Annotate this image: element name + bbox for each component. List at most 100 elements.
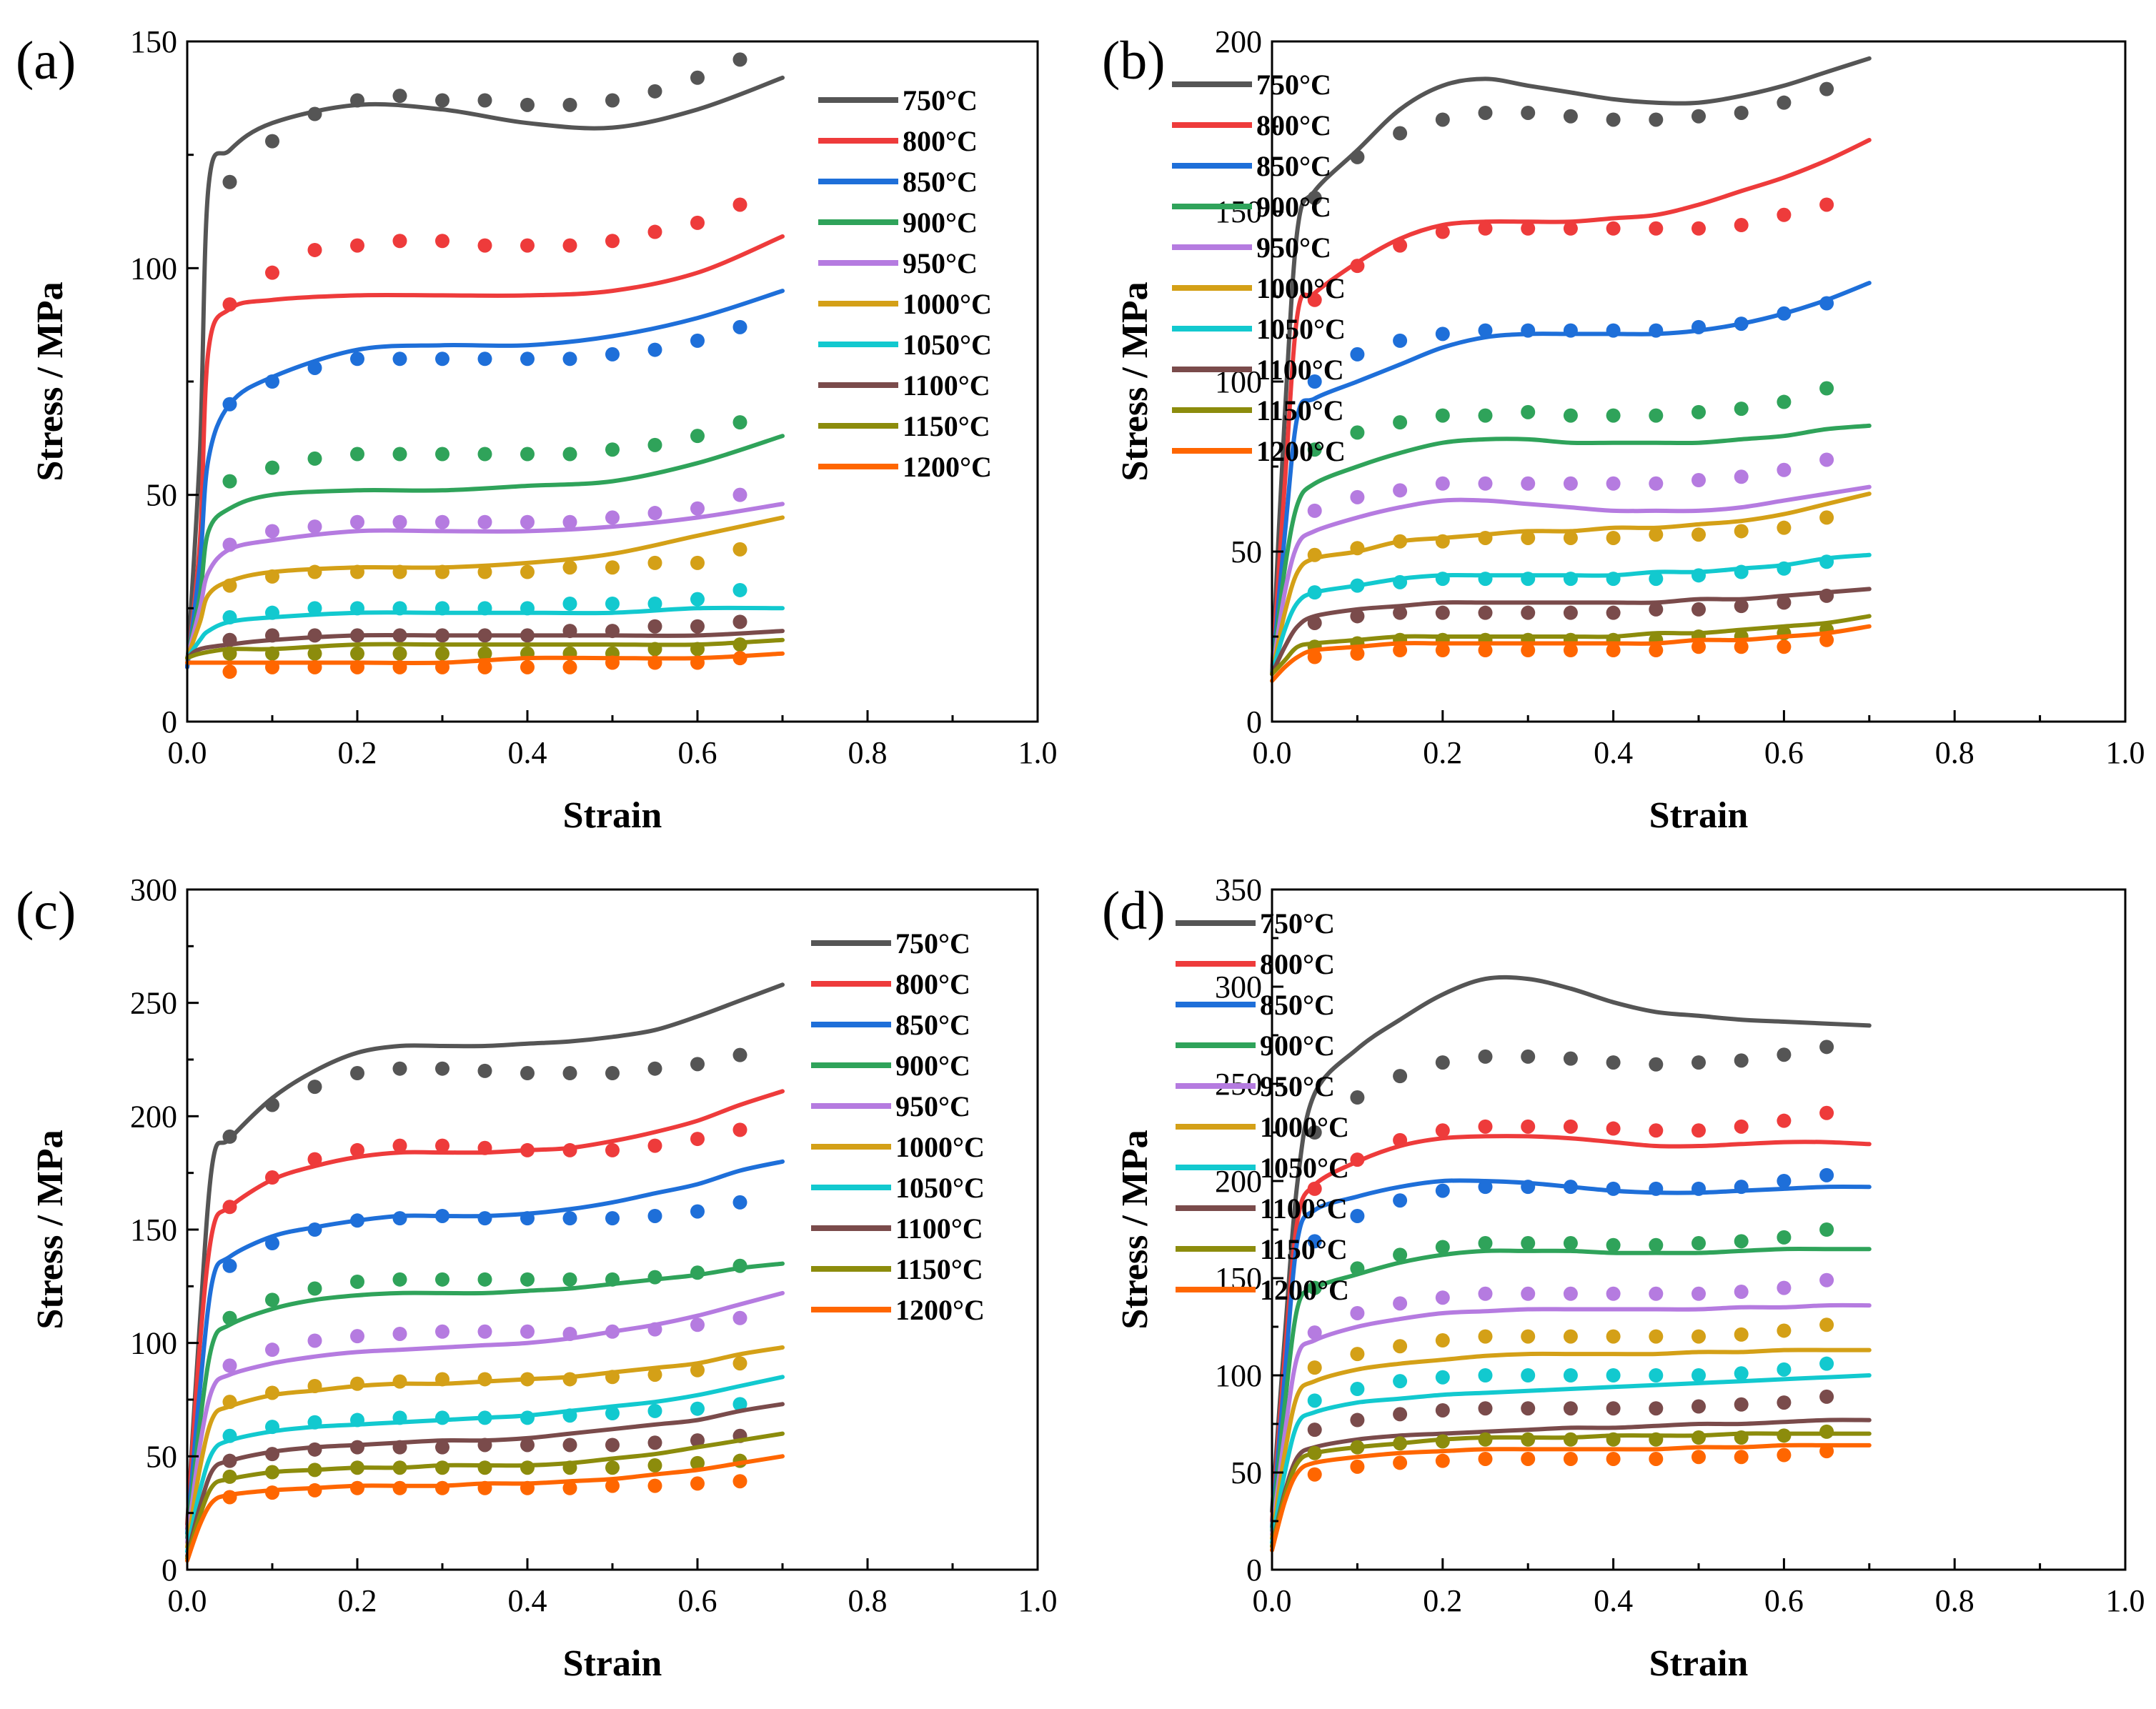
x-axis-title: Strain xyxy=(1649,1643,1749,1684)
data-point xyxy=(1606,323,1621,338)
data-point xyxy=(1606,605,1621,620)
y-tick-label: 100 xyxy=(130,1326,177,1361)
data-point xyxy=(1563,1119,1578,1134)
data-point xyxy=(1307,442,1322,457)
chart-panel-1: (b)0.0 0.2 0.4 0.6 0.8 1.0050100150200StrainS… xyxy=(1102,24,2145,836)
data-point xyxy=(392,234,407,249)
data-point xyxy=(477,1460,492,1475)
y-tick-label: 300 xyxy=(1215,970,1262,1005)
data-point xyxy=(1435,112,1450,127)
data-point xyxy=(1393,1407,1408,1422)
data-point xyxy=(647,1270,662,1285)
x-tick-label: 0.8 xyxy=(1935,1583,1974,1618)
data-point xyxy=(392,1374,407,1389)
data-point xyxy=(1649,1451,1664,1466)
data-point xyxy=(435,564,449,579)
data-point xyxy=(1521,572,1536,587)
data-point xyxy=(350,646,364,661)
data-point xyxy=(1307,1393,1322,1408)
data-point xyxy=(1734,524,1749,539)
legend-label: 900°C xyxy=(895,1050,970,1082)
data-point xyxy=(520,1372,535,1387)
data-point xyxy=(1350,1261,1365,1276)
data-point xyxy=(477,601,492,616)
data-point xyxy=(1649,1237,1664,1252)
data-point xyxy=(1393,574,1408,589)
data-point xyxy=(520,659,535,674)
legend-label: 1100°C xyxy=(903,369,990,402)
data-point xyxy=(265,374,279,389)
data-point xyxy=(690,429,705,444)
data-point xyxy=(520,1211,535,1226)
data-point xyxy=(1350,1208,1365,1223)
data-point xyxy=(1649,1329,1664,1344)
data-point xyxy=(307,106,322,121)
x-tick-label: 1.0 xyxy=(2106,1583,2145,1618)
data-point xyxy=(1819,452,1834,467)
data-point xyxy=(562,1326,577,1341)
data-point xyxy=(1435,408,1450,423)
legend-label: 1200°C xyxy=(903,451,992,483)
data-point xyxy=(1307,190,1322,205)
x-tick-label: 0.8 xyxy=(848,735,888,770)
data-point xyxy=(1777,306,1792,321)
panel-label: (d) xyxy=(1102,881,1166,941)
data-point xyxy=(1649,602,1664,617)
data-point xyxy=(1649,1401,1664,1416)
data-point xyxy=(562,1408,577,1423)
legend-label: 800°C xyxy=(1256,109,1331,141)
data-point xyxy=(265,569,279,584)
legend-label: 950°C xyxy=(1256,231,1331,264)
data-point xyxy=(392,1410,407,1425)
data-point xyxy=(732,1195,747,1210)
data-point xyxy=(1435,1055,1450,1070)
data-point xyxy=(1691,221,1706,236)
data-point xyxy=(605,1460,620,1475)
data-point xyxy=(477,1211,492,1226)
data-point xyxy=(1606,1237,1621,1252)
data-point xyxy=(1521,1286,1536,1301)
data-point xyxy=(265,1385,279,1400)
data-point xyxy=(1350,1090,1365,1105)
data-point xyxy=(477,1480,492,1495)
data-point xyxy=(222,297,237,312)
data-point xyxy=(647,1367,662,1382)
data-point xyxy=(435,514,449,529)
data-point xyxy=(647,342,662,357)
data-point xyxy=(392,659,407,674)
data-point xyxy=(350,628,364,643)
data-point xyxy=(392,514,407,529)
data-point xyxy=(1307,1467,1322,1482)
data-point xyxy=(1691,109,1706,124)
x-tick-label: 0.6 xyxy=(1764,1583,1804,1618)
data-point xyxy=(562,97,577,112)
data-point xyxy=(605,234,620,249)
data-point xyxy=(647,506,662,521)
data-point xyxy=(690,619,705,634)
legend-label: 1100°C xyxy=(1256,354,1344,386)
data-point xyxy=(605,347,620,362)
x-tick-label: 0.0 xyxy=(168,1583,207,1618)
data-point xyxy=(1307,1422,1322,1438)
data-point xyxy=(477,514,492,529)
data-point xyxy=(222,397,237,412)
legend-label: 1150°C xyxy=(1256,394,1344,427)
data-point xyxy=(562,1372,577,1387)
data-point xyxy=(1777,561,1792,576)
data-point xyxy=(1606,1055,1621,1070)
data-point xyxy=(477,238,492,253)
data-point xyxy=(477,93,492,108)
data-point xyxy=(690,1132,705,1147)
data-point xyxy=(1563,323,1578,338)
data-point xyxy=(1691,1286,1706,1301)
series-line xyxy=(185,1290,785,1545)
data-point xyxy=(647,1138,662,1153)
data-point xyxy=(562,659,577,674)
data-point xyxy=(1478,643,1493,658)
data-point xyxy=(1649,1368,1664,1382)
legend-label: 1050°C xyxy=(1256,313,1346,345)
data-point xyxy=(265,460,279,475)
data-point xyxy=(1777,1362,1792,1377)
data-point xyxy=(392,1061,407,1076)
data-point xyxy=(1393,605,1408,620)
